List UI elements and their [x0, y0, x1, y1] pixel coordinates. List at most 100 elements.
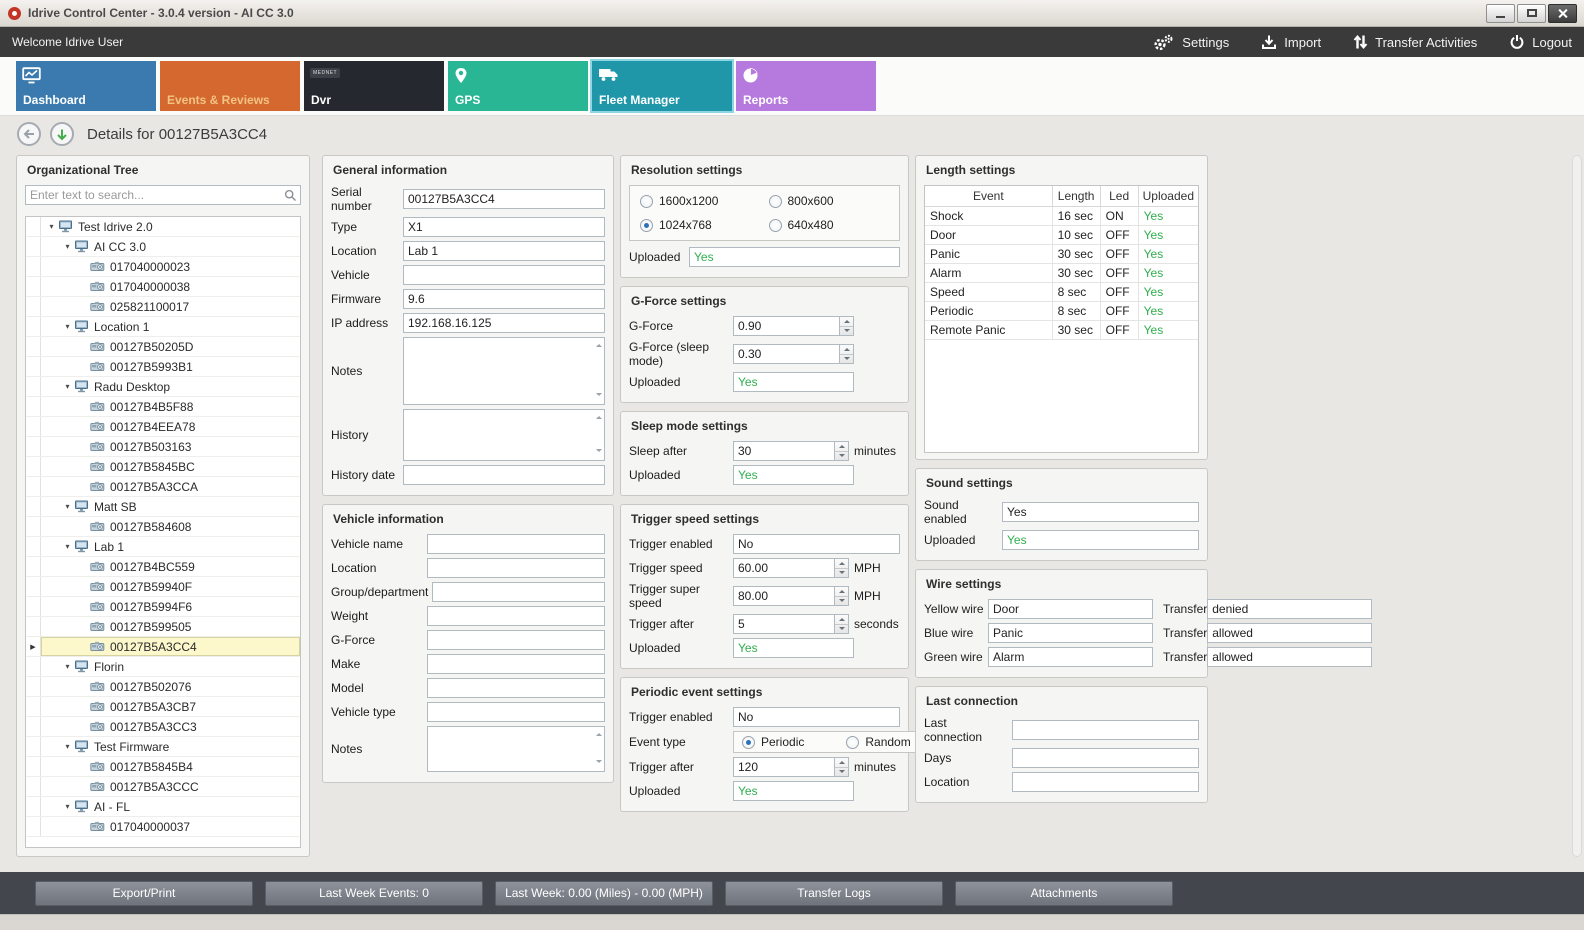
table-row[interactable]: Speed 8 sec OFF Yes: [925, 281, 1198, 302]
scroll-up-icon[interactable]: [596, 413, 602, 419]
expand-collapse-icon[interactable]: ▾: [65, 802, 70, 811]
spin-down-icon[interactable]: [840, 353, 853, 364]
maximize-button[interactable]: [1517, 3, 1546, 23]
expand-collapse-icon[interactable]: ▾: [49, 222, 54, 231]
tree-node-device[interactable]: 017040000023: [26, 257, 300, 277]
expand-collapse-icon[interactable]: ▾: [65, 542, 70, 551]
trigger-enabled-field[interactable]: [733, 534, 900, 554]
download-details-button[interactable]: [50, 122, 74, 146]
spin-up-icon[interactable]: [840, 317, 853, 326]
last-week-events-button[interactable]: Last Week Events: 0: [265, 880, 483, 906]
last-week-stats-button[interactable]: Last Week: 0.00 (Miles) - 0.00 (MPH): [495, 880, 713, 906]
tab-dvr[interactable]: MEDNET Dvr: [304, 61, 444, 111]
tree-node-device[interactable]: 00127B5994F6: [26, 597, 300, 617]
tree-node-device[interactable]: ▶ 00127B5A3CC4: [26, 637, 300, 657]
tree-node-device[interactable]: 00127B5845B4: [26, 757, 300, 777]
tree-node-org[interactable]: ▾ Radu Desktop: [26, 377, 300, 397]
settings-button[interactable]: Settings: [1151, 34, 1229, 51]
sound-enabled-field[interactable]: [1002, 502, 1199, 522]
vehicle-name-field[interactable]: [427, 534, 605, 554]
spin-up-icon[interactable]: [835, 615, 848, 624]
vertical-scrollbar[interactable]: [1572, 155, 1582, 857]
tree-node-device[interactable]: 00127B4B5F88: [26, 397, 300, 417]
tree-node-org[interactable]: ▾ Florin: [26, 657, 300, 677]
expand-collapse-icon[interactable]: ▾: [65, 382, 70, 391]
radio-640x480[interactable]: 640x480: [768, 218, 890, 232]
tree-search-input[interactable]: [25, 185, 301, 205]
tree-node-org[interactable]: ▾ Lab 1: [26, 537, 300, 557]
radio-1024x768[interactable]: 1024x768: [640, 218, 761, 232]
scroll-down-icon[interactable]: [596, 449, 602, 455]
spin-down-icon[interactable]: [835, 623, 848, 634]
expand-collapse-icon[interactable]: ▾: [65, 662, 70, 671]
vehicle-type-field[interactable]: [427, 702, 605, 722]
spin-up-icon[interactable]: [835, 758, 848, 767]
expand-collapse-icon[interactable]: ▾: [65, 742, 70, 751]
uploaded-field[interactable]: [1002, 530, 1199, 550]
spinner-buttons[interactable]: [835, 558, 849, 578]
trigger-enabled-field[interactable]: [733, 707, 900, 727]
vehicle-field[interactable]: [403, 265, 605, 285]
spin-up-icon[interactable]: [835, 559, 848, 568]
tree-node-device[interactable]: 00127B584608: [26, 517, 300, 537]
tab-events[interactable]: Events & Reviews: [160, 61, 300, 111]
tree-node-org[interactable]: ▾ AI CC 3.0: [26, 237, 300, 257]
uploaded-field[interactable]: [733, 372, 854, 392]
uploaded-field[interactable]: [733, 781, 854, 801]
trigger-speed-field[interactable]: [733, 558, 835, 578]
tree-node-org[interactable]: ▾ Location 1: [26, 317, 300, 337]
spin-down-icon[interactable]: [835, 595, 848, 606]
radio-periodic[interactable]: Periodic: [742, 735, 804, 749]
tree-node-org[interactable]: ▾ Test Idrive 2.0: [26, 217, 300, 237]
tree-node-device[interactable]: 00127B50205D: [26, 337, 300, 357]
tree-node-device[interactable]: 00127B599505: [26, 617, 300, 637]
scroll-down-icon[interactable]: [596, 393, 602, 399]
notes-textarea[interactable]: [403, 337, 605, 405]
trigger-after-field[interactable]: [733, 757, 835, 777]
import-button[interactable]: Import: [1261, 34, 1321, 50]
make-field[interactable]: [427, 654, 605, 674]
tree-node-device[interactable]: 00127B503163: [26, 437, 300, 457]
ip-address-field[interactable]: [403, 313, 605, 333]
spinner-buttons[interactable]: [835, 441, 849, 461]
tree-node-device[interactable]: 00127B5993B1: [26, 357, 300, 377]
tab-dashboard[interactable]: Dashboard: [16, 61, 156, 111]
spinner-buttons[interactable]: [840, 344, 854, 364]
logout-button[interactable]: Logout: [1509, 34, 1572, 50]
tree-node-org[interactable]: ▾ Test Firmware: [26, 737, 300, 757]
sleep-after-field[interactable]: [733, 441, 835, 461]
table-row[interactable]: Shock 16 sec ON Yes: [925, 205, 1198, 226]
uploaded-field[interactable]: [689, 247, 900, 267]
tree-node-device[interactable]: 017040000038: [26, 277, 300, 297]
location-field[interactable]: [403, 241, 605, 261]
transfer-logs-button[interactable]: Transfer Logs: [725, 880, 943, 906]
history-textarea[interactable]: [403, 409, 605, 461]
spin-down-icon[interactable]: [840, 325, 853, 336]
serial-number-field[interactable]: [403, 189, 605, 209]
spinner-buttons[interactable]: [840, 316, 854, 336]
days-field[interactable]: [1012, 748, 1199, 768]
attachments-button[interactable]: Attachments: [955, 880, 1173, 906]
spinner-buttons[interactable]: [835, 586, 849, 606]
location-field[interactable]: [427, 558, 605, 578]
expand-collapse-icon[interactable]: ▾: [65, 242, 70, 251]
blue-wire-field[interactable]: [988, 623, 1153, 643]
expand-collapse-icon[interactable]: ▾: [65, 502, 70, 511]
radio-random[interactable]: Random: [846, 735, 911, 749]
tree-node-org[interactable]: ▾ Matt SB: [26, 497, 300, 517]
search-icon[interactable]: [284, 189, 297, 202]
yellow-wire-transfer-field[interactable]: [1207, 599, 1373, 619]
table-row[interactable]: Panic 30 sec OFF Yes: [925, 243, 1198, 264]
transfer-activities-button[interactable]: Transfer Activities: [1353, 34, 1477, 50]
table-row[interactable]: Door 10 sec OFF Yes: [925, 224, 1198, 245]
spin-up-icon[interactable]: [840, 345, 853, 354]
radio-1600x1200[interactable]: 1600x1200: [640, 194, 761, 208]
tree-node-device[interactable]: 00127B59940F: [26, 577, 300, 597]
model-field[interactable]: [427, 678, 605, 698]
trigger-super-speed-field[interactable]: [733, 586, 835, 606]
green-wire-transfer-field[interactable]: [1207, 647, 1373, 667]
tree-node-device[interactable]: 00127B4BC559: [26, 557, 300, 577]
spin-up-icon[interactable]: [835, 442, 848, 451]
tab-gps[interactable]: GPS: [448, 61, 588, 111]
group-department-field[interactable]: [432, 582, 605, 602]
